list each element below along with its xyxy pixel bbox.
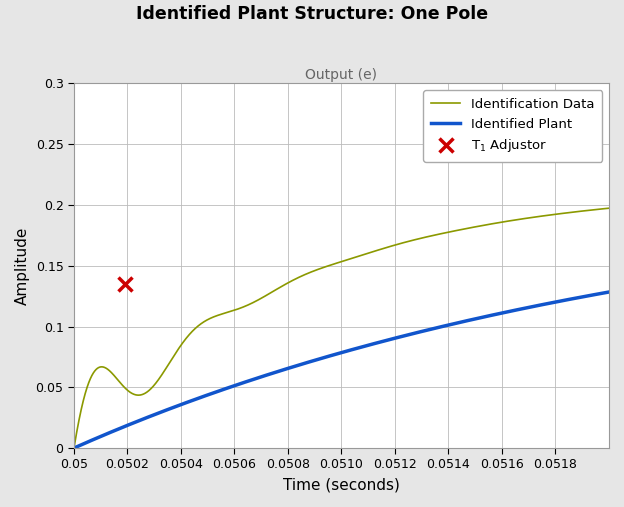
Identified Plant — [605, 289, 613, 295]
Identified Plant — [510, 307, 517, 313]
X-axis label: Time (seconds): Time (seconds) — [283, 477, 400, 492]
Identification Data — [418, 235, 426, 241]
Identified Plant — [391, 335, 399, 341]
Title: Output (e): Output (e) — [306, 68, 378, 82]
Y-axis label: Amplitude: Amplitude — [15, 227, 30, 305]
Identification Data — [605, 205, 613, 211]
Identification Data — [167, 357, 175, 363]
Identified Plant — [469, 316, 477, 322]
Identified Plant — [275, 368, 282, 374]
Line: Identification Data: Identification Data — [74, 208, 609, 448]
Identification Data — [275, 285, 282, 292]
Identified Plant — [418, 329, 426, 335]
Identified Plant — [71, 445, 78, 451]
Identification Data — [71, 445, 78, 451]
Text: Identified Plant Structure: One Pole: Identified Plant Structure: One Pole — [136, 5, 488, 23]
Identification Data — [469, 224, 477, 230]
Identification Data — [391, 242, 399, 248]
Line: Identified Plant: Identified Plant — [74, 292, 609, 448]
Legend: Identification Data, Identified Plant, T$_1$ Adjustor: Identification Data, Identified Plant, T… — [424, 90, 602, 162]
Identification Data — [510, 217, 517, 223]
Identified Plant — [167, 405, 175, 411]
